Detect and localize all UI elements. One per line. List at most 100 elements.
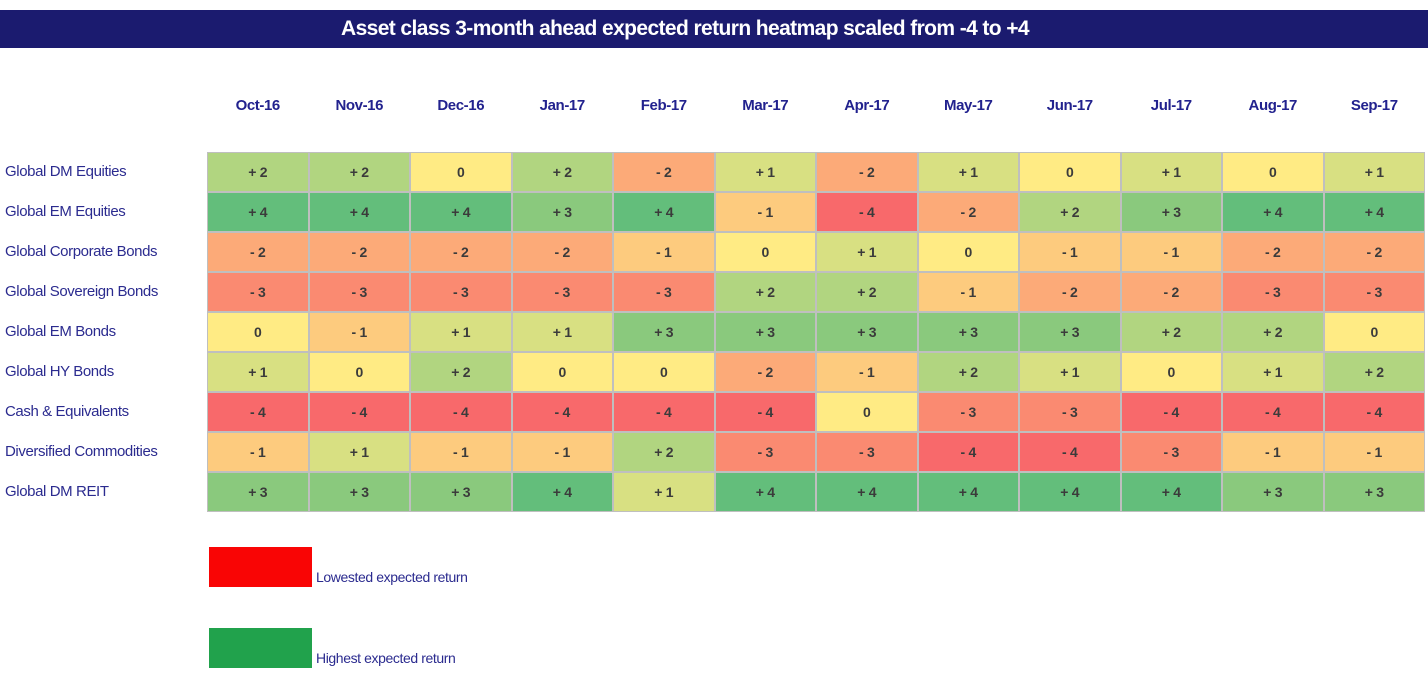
heatmap-cell: + 3	[1019, 312, 1121, 352]
heatmap-cell: - 4	[207, 392, 309, 432]
legend-swatch-highest	[209, 628, 312, 668]
legend-item-lowest: Lowested expected return	[209, 547, 468, 587]
heatmap-cell: - 4	[1222, 392, 1324, 432]
heatmap-cell: + 3	[1323, 472, 1425, 512]
heatmap-cell: - 3	[1019, 392, 1121, 432]
heatmap-cell: 0	[410, 152, 512, 192]
heatmap-cell: + 4	[613, 192, 715, 232]
column-header: Jun-17	[1046, 97, 1093, 114]
heatmap-cell: + 2	[1222, 312, 1324, 352]
heatmap-cell: - 4	[1120, 392, 1222, 432]
heatmap-cell: - 1	[816, 352, 918, 392]
heatmap-cell: + 1	[714, 152, 816, 192]
heatmap-cell: - 4	[511, 392, 613, 432]
heatmap-cell: + 2	[1323, 352, 1425, 392]
heatmap-cell: + 4	[1222, 192, 1324, 232]
heatmap-cell: + 4	[714, 472, 816, 512]
heatmap-cell: - 3	[410, 272, 512, 312]
heatmap-cell: - 2	[714, 352, 816, 392]
row-label: Global EM Bonds	[5, 323, 116, 340]
heatmap-cell: + 1	[816, 232, 918, 272]
column-header: Nov-16	[335, 97, 384, 114]
heatmap-cell: + 1	[511, 312, 613, 352]
legend-label-highest: Highest expected return	[316, 650, 456, 666]
column-header: Jul-17	[1150, 97, 1192, 114]
corner-spacer	[0, 95, 207, 116]
heatmap-cell: + 1	[1323, 152, 1425, 192]
heatmap-cell: + 4	[917, 472, 1019, 512]
heatmap-header-row: Oct-16 Nov-16 Dec-16 Jan-17 Feb-17 Mar-17 Apr-…	[0, 95, 1425, 116]
row-label: Global DM Equities	[5, 163, 127, 180]
heatmap-cell: + 4	[1019, 472, 1121, 512]
heatmap-cell: + 3	[613, 312, 715, 352]
row-label: Global EM Equities	[5, 203, 126, 220]
row-label: Global DM REIT	[5, 483, 109, 500]
heatmap-cell: + 3	[1120, 192, 1222, 232]
heatmap-cell: - 3	[613, 272, 715, 312]
heatmap-cell: - 2	[816, 152, 918, 192]
heatmap-cell: + 3	[410, 472, 512, 512]
heatmap-cell: 0	[816, 392, 918, 432]
heatmap-cell: + 2	[511, 152, 613, 192]
heatmap-cell: + 4	[207, 192, 309, 232]
heatmap-cell: - 1	[1019, 232, 1121, 272]
heatmap-cell: + 3	[816, 312, 918, 352]
heatmap-cell: + 4	[410, 192, 512, 232]
heatmap-cell: - 4	[816, 192, 918, 232]
heatmap-cell: 0	[511, 352, 613, 392]
heatmap-cell: - 2	[1019, 272, 1121, 312]
heatmap-cell: + 1	[917, 152, 1019, 192]
row-label: Global Corporate Bonds	[5, 243, 158, 260]
heatmap-cell: + 2	[1019, 192, 1121, 232]
heatmap-cell: + 3	[511, 192, 613, 232]
column-header: Apr-17	[844, 97, 890, 114]
heatmap-cell: - 4	[917, 432, 1019, 472]
heatmap-cell: - 3	[511, 272, 613, 312]
heatmap-cell: - 1	[714, 192, 816, 232]
heatmap-cell: - 4	[1323, 392, 1425, 432]
heatmap-cell: + 1	[1120, 152, 1222, 192]
heatmap-cell: 0	[1222, 152, 1324, 192]
heatmap-cell: - 2	[1323, 232, 1425, 272]
heatmap-cell: - 2	[1222, 232, 1324, 272]
heatmap-row: Global Sovereign Bonds - 3- 3- 3- 3- 3 + 2…	[0, 272, 1425, 312]
column-header: Sep-17	[1350, 97, 1398, 114]
heatmap-cell: - 1	[207, 432, 309, 472]
heatmap-cell: + 3	[714, 312, 816, 352]
heatmap-cell: + 2	[816, 272, 918, 312]
heatmap-cell: - 1	[1120, 232, 1222, 272]
heatmap-cell: + 1	[308, 432, 410, 472]
heatmap-cell: + 4	[308, 192, 410, 232]
heatmap-row: Global EM Equities + 4 + 4 + 4 + 3 + 4- 1- 4-…	[0, 192, 1425, 232]
heatmap-cell: - 3	[816, 432, 918, 472]
heatmap-cell: - 4	[714, 392, 816, 432]
heatmap-cell: 0	[1323, 312, 1425, 352]
heatmap-cell: - 2	[613, 152, 715, 192]
heatmap-cell: - 1	[613, 232, 715, 272]
heatmap-cell: - 2	[308, 232, 410, 272]
heatmap-cell: - 4	[410, 392, 512, 432]
heatmap-row: Diversified Commodities - 1 + 1- 1- 1 + 2- …	[0, 432, 1425, 472]
heatmap-cell: - 1	[1323, 432, 1425, 472]
heatmap-cell: + 2	[308, 152, 410, 192]
chart-title: Asset class 3-month ahead expected retur…	[0, 10, 1428, 48]
row-label: Cash & Equivalents	[5, 403, 129, 420]
row-label: Diversified Commodities	[5, 443, 158, 460]
column-header: Feb-17	[640, 97, 687, 114]
heatmap-cell: 0	[714, 232, 816, 272]
heatmap-cell: + 2	[410, 352, 512, 392]
heatmap-cell: 0	[1019, 152, 1121, 192]
heatmap-cell: 0	[613, 352, 715, 392]
heatmap-cell: - 1	[308, 312, 410, 352]
row-label: Global Sovereign Bonds	[5, 283, 158, 300]
heatmap-cell: + 3	[308, 472, 410, 512]
column-header: Jan-17	[539, 97, 586, 114]
heatmap-cell: - 3	[1120, 432, 1222, 472]
heatmap-cell: 0	[308, 352, 410, 392]
column-header: Oct-16	[235, 97, 281, 114]
column-header: Dec-16	[437, 97, 485, 114]
heatmap-cell: - 3	[1222, 272, 1324, 312]
heatmap-cell: 0	[1120, 352, 1222, 392]
